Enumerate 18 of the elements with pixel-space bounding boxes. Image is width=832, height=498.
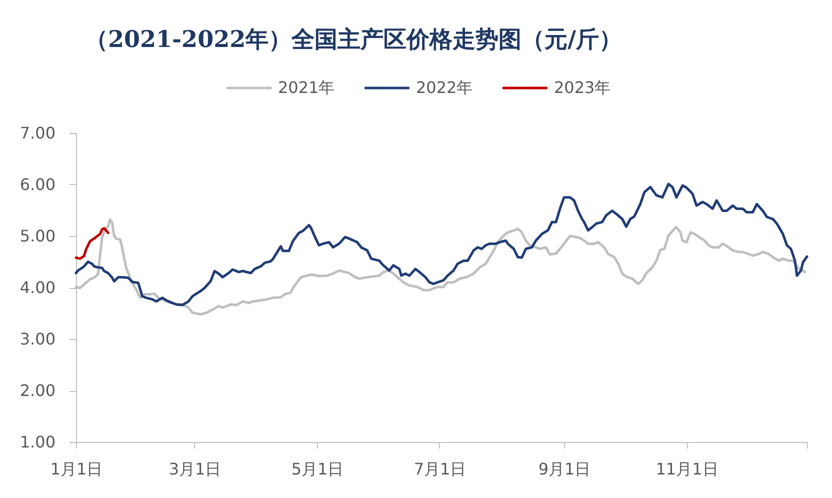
- legend-label: 2023年: [554, 78, 611, 97]
- x-tick-label: 11月1日: [656, 460, 718, 478]
- x-tick-label: 3月1日: [168, 460, 222, 478]
- y-tick-label: 2.00: [20, 381, 56, 400]
- y-tick-label: 5.00: [20, 226, 56, 246]
- y-tick-label: 4.00: [20, 278, 56, 297]
- y-tick-label: 7.00: [20, 124, 56, 142]
- legend-label: 2021年: [278, 78, 335, 97]
- x-tick-label: 1月1日: [50, 460, 103, 478]
- x-tick-label: 7月1日: [414, 460, 466, 478]
- x-tick-label: 5月1日: [291, 460, 344, 478]
- chart-title: （2021-2022年）全国主产区价格走势图（元/斤）: [85, 26, 622, 53]
- line-series: [74, 227, 110, 260]
- x-tick-label: 9月1日: [538, 460, 591, 478]
- legend-label: 2022年: [416, 78, 473, 97]
- y-tick-label: 3.00: [20, 330, 56, 348]
- y-tick-label: 1.00: [20, 432, 56, 452]
- y-tick-label: 6.00: [20, 175, 56, 194]
